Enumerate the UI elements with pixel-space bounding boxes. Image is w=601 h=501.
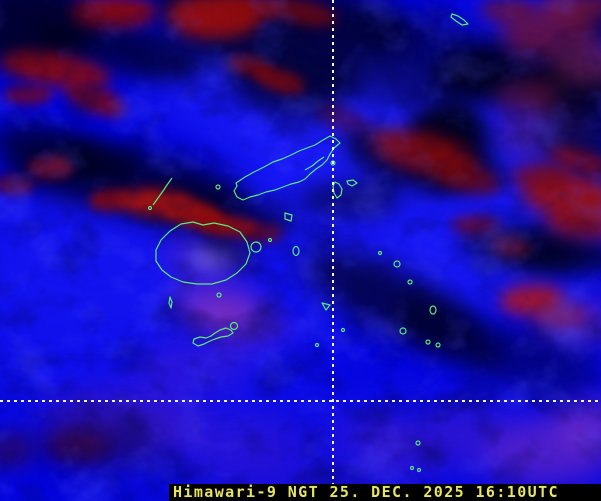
cloud-blob — [71, 0, 155, 28]
cloud-blob — [242, 224, 282, 242]
cloud-blob — [28, 157, 72, 179]
cloud-blob — [451, 215, 499, 235]
cloud-blob — [510, 163, 570, 191]
longitude-gridline — [332, 0, 334, 484]
cloud-blob — [137, 341, 253, 389]
cloud-blob — [3, 85, 53, 105]
status-bar: Himawari-9 NGT 25. DEC. 2025 16:10UTC — [169, 484, 601, 501]
cloud-blob — [46, 431, 110, 461]
cloud-blob — [298, 180, 402, 220]
cloud-blob — [534, 304, 586, 328]
cloud-blob — [480, 0, 532, 22]
satellite-timestamp-label: Himawari-9 NGT 25. DEC. 2025 16:10UTC — [173, 484, 559, 501]
cloud-blob — [320, 412, 420, 452]
latitude-gridline — [0, 400, 601, 402]
